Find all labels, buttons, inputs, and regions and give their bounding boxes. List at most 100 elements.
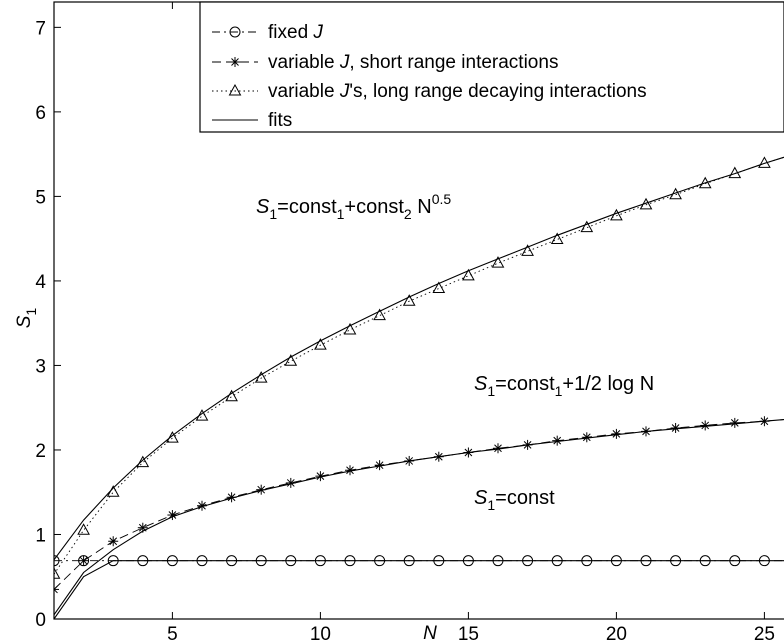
point-circle <box>462 555 474 567</box>
annotation-sqrt-sub1: 1 <box>269 206 277 222</box>
annotation-log-sub1: 1 <box>487 383 495 399</box>
x-axis: 5 10 15 20 25 <box>167 2 775 640</box>
point-circle <box>166 555 178 567</box>
x-tick-label: 15 <box>458 624 479 640</box>
point-star <box>729 417 740 428</box>
legend-samples <box>212 26 258 121</box>
annotation-log-fit: S1=const1+1/2 log N <box>474 373 654 399</box>
point-star <box>108 536 119 547</box>
point-triangle <box>491 256 505 268</box>
x-axis-label: N <box>423 623 437 640</box>
point-triangle <box>136 455 150 468</box>
point-circle <box>758 555 770 567</box>
point-triangle <box>373 308 386 321</box>
point-star <box>374 460 385 471</box>
series-star <box>54 416 784 595</box>
annotation-log-tail: =const <box>495 373 555 395</box>
point-triangle <box>195 409 209 421</box>
point-circle <box>374 555 386 567</box>
legend-entry-3-suffix: fits <box>268 110 292 131</box>
y-axis-label-s: S <box>14 315 35 328</box>
legend-entry-3: fits <box>268 110 292 131</box>
point-star <box>759 416 770 427</box>
annotation-sqrt-sup: 0.5 <box>432 191 452 207</box>
point-triangle <box>698 176 712 189</box>
point-circle <box>492 555 504 567</box>
point-star <box>226 492 237 503</box>
point-triangle <box>343 322 357 335</box>
legend-entry-1-prefix: variable <box>268 52 340 73</box>
series-triangle <box>54 156 784 579</box>
y-tick-label: 0 <box>35 610 46 631</box>
annotation-sqrt-tail: N <box>412 196 432 218</box>
annotation-sqrt-sub3: 2 <box>404 206 412 222</box>
data-series <box>54 156 784 595</box>
legend-entry-0: fixed J <box>268 22 323 43</box>
legend-entry-0-prefix: fixed <box>268 22 313 43</box>
legend-entry-1-italic: J <box>339 52 350 73</box>
legend-entry-2: variable J's, long range decaying intera… <box>268 81 647 102</box>
point-star <box>345 465 355 476</box>
y-axis-label-sub: 1 <box>23 308 39 316</box>
point-triangle <box>402 294 416 306</box>
point-circle <box>314 555 326 567</box>
annotation-log-sub2: 1 <box>555 383 563 399</box>
point-triangle <box>166 431 179 443</box>
y-axis: 0 1 2 3 4 5 6 7 <box>35 18 61 631</box>
point-circle <box>729 555 741 567</box>
point-triangle <box>54 567 61 579</box>
point-star <box>315 471 326 482</box>
point-star <box>463 447 474 458</box>
point-circle <box>699 555 711 567</box>
point-star <box>522 439 533 450</box>
point-triangle <box>610 208 623 221</box>
point-star <box>54 584 59 595</box>
point-triangle <box>106 485 120 497</box>
point-star <box>581 432 592 443</box>
point-star <box>700 420 711 431</box>
point-star <box>78 555 89 566</box>
point-triangle <box>758 156 771 168</box>
annotation-sqrt-fit: S1=const1+const2 N0.5 <box>256 191 451 222</box>
fit-line-sqrt <box>54 156 784 561</box>
y-tick-label: 5 <box>35 187 46 208</box>
point-star <box>197 500 207 511</box>
point-triangle <box>521 244 534 256</box>
annotation-log-tail2: +1/2 log N <box>562 373 654 395</box>
annotation-const-fit: S1=const <box>474 487 555 513</box>
fit-line-const <box>54 560 784 619</box>
y-tick-label: 3 <box>35 356 46 377</box>
point-circle <box>581 555 593 567</box>
point-circle <box>403 555 415 567</box>
point-circle <box>229 26 241 38</box>
annotation-sqrt-s: S <box>256 196 270 218</box>
legend-box <box>199 1 784 133</box>
annotation-sqrt-mid2: +const <box>344 196 404 218</box>
point-circle <box>196 555 208 567</box>
y-tick-label: 7 <box>35 18 46 39</box>
point-triangle <box>314 338 327 350</box>
point-triangle <box>77 523 90 535</box>
point-star <box>230 57 240 67</box>
x-tick-label: 20 <box>606 624 627 640</box>
fit-line-log <box>54 418 784 616</box>
point-circle <box>551 555 563 567</box>
y-tick-label: 6 <box>35 103 46 124</box>
series-line-star <box>54 419 784 590</box>
annotation-log-s: S <box>474 373 488 395</box>
point-star <box>404 455 415 466</box>
fit-lines <box>54 156 784 619</box>
point-circle <box>137 555 149 567</box>
point-star <box>552 435 563 446</box>
point-circle <box>640 555 652 567</box>
point-circle <box>610 555 622 567</box>
point-star <box>167 510 178 521</box>
legend-entry-1-suffix: , short range interactions <box>349 52 558 73</box>
point-star <box>493 443 503 454</box>
point-circle <box>226 555 238 567</box>
legend: fixed J variable J, short range interact… <box>199 1 784 133</box>
point-star <box>137 522 148 533</box>
point-star <box>670 422 681 433</box>
series-circle <box>54 555 784 567</box>
